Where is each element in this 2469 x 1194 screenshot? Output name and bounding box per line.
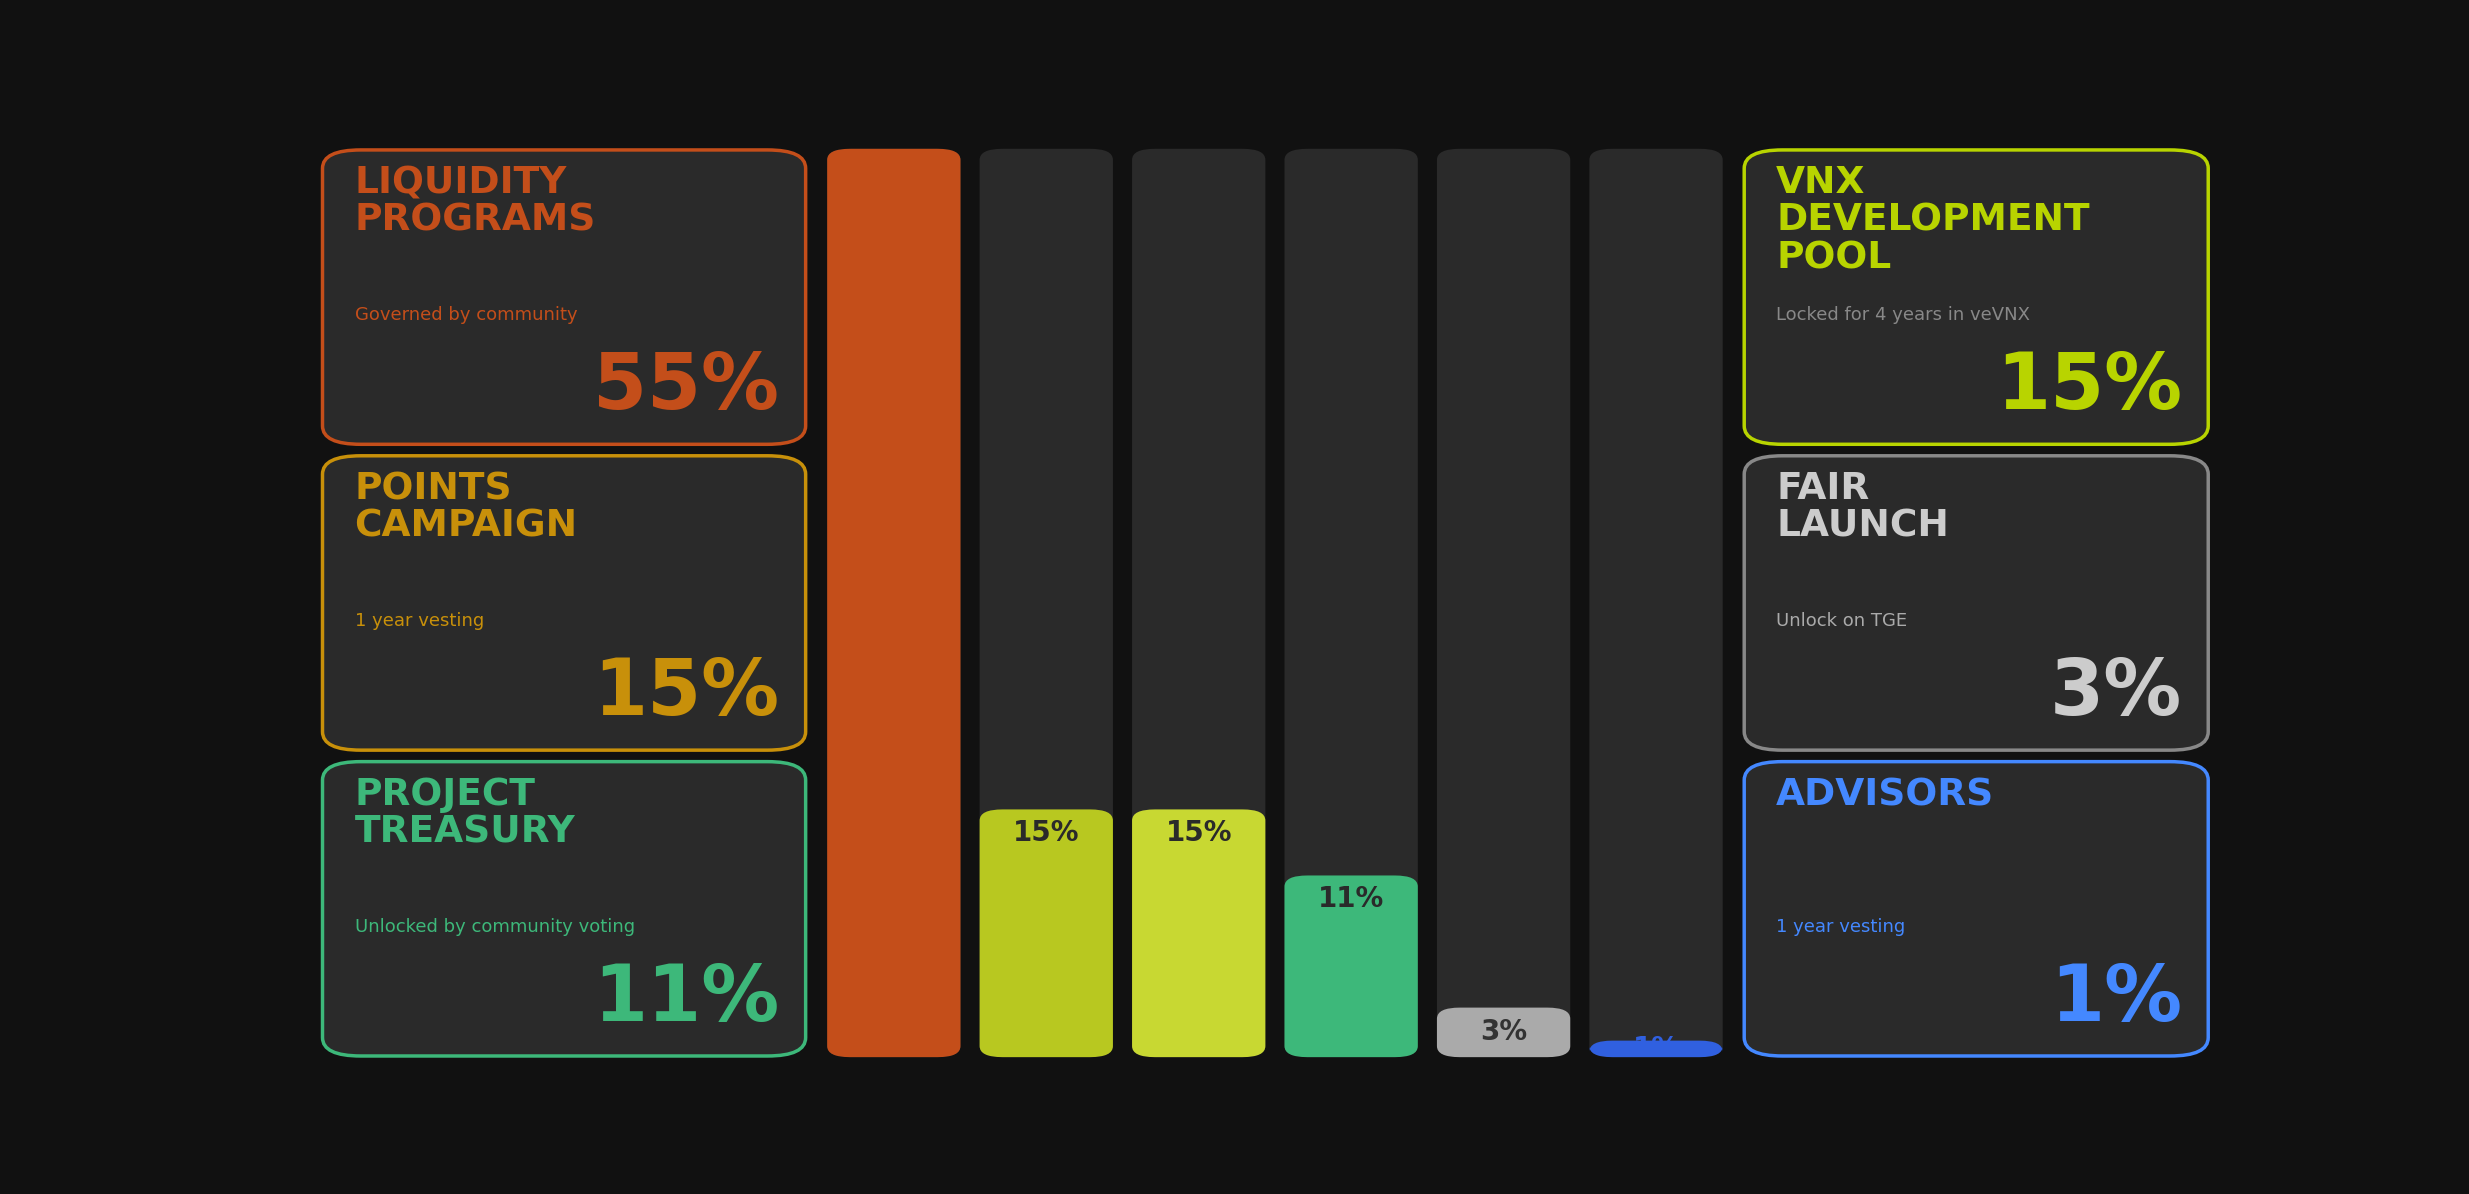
Text: 1 year vesting: 1 year vesting bbox=[356, 611, 484, 629]
Text: 15%: 15% bbox=[1165, 819, 1232, 847]
Text: 15%: 15% bbox=[593, 656, 780, 731]
Text: ADVISORS: ADVISORS bbox=[1775, 777, 1995, 813]
Text: Unlock on TGE: Unlock on TGE bbox=[1775, 611, 1909, 629]
FancyBboxPatch shape bbox=[1133, 810, 1264, 1057]
Text: 11%: 11% bbox=[593, 961, 780, 1036]
FancyBboxPatch shape bbox=[1743, 150, 2207, 444]
FancyBboxPatch shape bbox=[827, 149, 960, 1057]
Text: 3%: 3% bbox=[1479, 1018, 1528, 1046]
FancyBboxPatch shape bbox=[1133, 149, 1264, 1057]
FancyBboxPatch shape bbox=[1437, 149, 1570, 1057]
Text: 15%: 15% bbox=[1012, 819, 1079, 847]
Text: 1%: 1% bbox=[2049, 961, 2183, 1036]
FancyBboxPatch shape bbox=[1437, 1008, 1570, 1057]
Text: 3%: 3% bbox=[2049, 656, 2183, 731]
FancyBboxPatch shape bbox=[1743, 456, 2207, 750]
FancyBboxPatch shape bbox=[323, 762, 805, 1055]
Text: FAIR
LAUNCH: FAIR LAUNCH bbox=[1775, 472, 1948, 544]
Text: 55%: 55% bbox=[593, 349, 780, 425]
FancyBboxPatch shape bbox=[1284, 875, 1417, 1057]
FancyBboxPatch shape bbox=[1284, 149, 1417, 1057]
Text: 15%: 15% bbox=[1995, 349, 2183, 425]
FancyBboxPatch shape bbox=[1590, 149, 1723, 1057]
Text: PROJECT
TREASURY: PROJECT TREASURY bbox=[356, 777, 575, 850]
Text: Governed by community: Governed by community bbox=[356, 306, 578, 324]
Text: 11%: 11% bbox=[1318, 885, 1385, 912]
Text: Locked for 4 years in veVNX: Locked for 4 years in veVNX bbox=[1775, 306, 2030, 324]
FancyBboxPatch shape bbox=[323, 456, 805, 750]
FancyBboxPatch shape bbox=[980, 810, 1114, 1057]
FancyBboxPatch shape bbox=[1743, 762, 2207, 1055]
Text: Unlocked by community voting: Unlocked by community voting bbox=[356, 918, 635, 936]
Text: 1%: 1% bbox=[1632, 1035, 1679, 1063]
Text: VNX
DEVELOPMENT
POOL: VNX DEVELOPMENT POOL bbox=[1775, 165, 2089, 276]
Text: 1 year vesting: 1 year vesting bbox=[1775, 918, 1906, 936]
FancyBboxPatch shape bbox=[980, 149, 1114, 1057]
FancyBboxPatch shape bbox=[323, 150, 805, 444]
Text: POINTS
CAMPAIGN: POINTS CAMPAIGN bbox=[356, 472, 578, 544]
Text: 55%: 55% bbox=[862, 158, 928, 186]
FancyBboxPatch shape bbox=[827, 149, 960, 1057]
Text: LIQUIDITY
PROGRAMS: LIQUIDITY PROGRAMS bbox=[356, 165, 595, 239]
FancyBboxPatch shape bbox=[1590, 1041, 1723, 1057]
